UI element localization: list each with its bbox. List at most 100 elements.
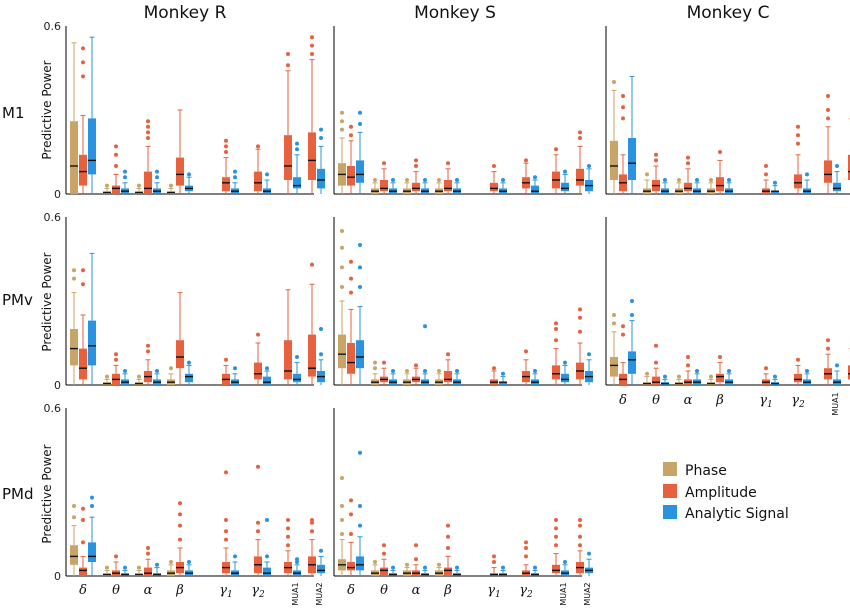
box-monkey-r-pmv-θ-amplitude bbox=[112, 352, 120, 385]
box-monkey-r-m1-α-analytic bbox=[153, 169, 161, 194]
box-monkey-c-pmv-θ-analytic-outlier-0 bbox=[663, 374, 667, 379]
box-monkey-r-m1-α-phase bbox=[135, 183, 143, 194]
box-monkey-r-pmd-mua1-analytic-outlier-0 bbox=[295, 560, 299, 564]
box-monkey-s-pmd-α-amplitude bbox=[412, 543, 420, 576]
box-monkey-s-pmd-γ2-amplitude-outlier-2 bbox=[524, 540, 528, 545]
box-monkey-r-pmd-β-amplitude-outlier-2 bbox=[178, 512, 182, 517]
box-monkey-s-m1-mua1-analytic bbox=[561, 169, 569, 194]
box-monkey-r-pmd-γ1-amplitude-outlier-0 bbox=[224, 537, 228, 542]
box-monkey-r-m1-mua1-analytic-outlier-0 bbox=[295, 147, 299, 152]
box-monkey-r-pmv-mua2-amplitude-outlier-0 bbox=[310, 262, 314, 267]
box-monkey-s-m1-δ-phase-outlier-1 bbox=[340, 119, 344, 124]
box-monkey-s-m1-mua2-amplitude-outlier-1 bbox=[578, 130, 582, 135]
box-monkey-c-pmv-α-amplitude-outlier-1 bbox=[686, 355, 690, 359]
panel-monkey-s-m1 bbox=[333, 26, 593, 195]
box-monkey-r-pmd-β-phase bbox=[167, 560, 175, 576]
box-monkey-c-pmv-β-analytic bbox=[725, 369, 733, 385]
box-monkey-r-pmd-δ-phase-outlier-1 bbox=[72, 504, 76, 508]
y-axis-label-m1: Predictive Power bbox=[40, 60, 54, 159]
box-monkey-r-pmv-γ2-analytic-outlier-0 bbox=[265, 366, 269, 371]
title-monkey-c: Monkey C bbox=[687, 3, 770, 23]
box-monkey-s-m1-δ-amplitude bbox=[347, 124, 355, 194]
box-monkey-r-pmv-β-amplitude bbox=[176, 292, 184, 385]
box-monkey-c-m1-θ-analytic bbox=[661, 178, 669, 194]
box-monkey-r-pmv-δ-analytic bbox=[88, 252, 96, 385]
box-monkey-s-m1-θ-phase bbox=[371, 178, 379, 194]
box-monkey-r-pmd-θ-analytic bbox=[121, 565, 129, 576]
box-monkey-s-pmv-α-amplitude-outlier-0 bbox=[414, 363, 418, 368]
box-monkey-r-m1-γ1-amplitude-outlier-1 bbox=[224, 144, 228, 149]
box-monkey-c-m1-δ-amplitude-outlier-2 bbox=[621, 94, 625, 98]
box-monkey-s-pmd-β-phase-outlier-0 bbox=[437, 562, 441, 567]
box-monkey-c-m1-γ1-amplitude-outlier-1 bbox=[764, 164, 768, 168]
box-monkey-s-pmd-mua1-amplitude-iqr bbox=[552, 564, 560, 574]
box-monkey-r-pmd-β-amplitude-outlier-0 bbox=[178, 537, 182, 542]
box-monkey-s-pmv-mua1-amplitude-outlier-2 bbox=[554, 321, 558, 326]
box-monkey-c-pmv-δ-phase bbox=[610, 313, 618, 385]
box-monkey-c-pmv-θ-amplitude bbox=[652, 343, 660, 385]
box-monkey-s-pmd-δ-phase-outlier-3 bbox=[340, 476, 344, 480]
band-label-monkey-r-α: α bbox=[144, 583, 153, 598]
box-monkey-r-pmd-α-analytic-outlier-0 bbox=[155, 562, 159, 567]
box-monkey-c-m1-mua1-amplitude-outlier-2 bbox=[826, 94, 830, 98]
band-label-monkey-s-mua1: MUA1 bbox=[559, 582, 568, 605]
box-monkey-r-pmd-θ-analytic-outlier-0 bbox=[123, 565, 127, 570]
box-monkey-r-pmd-γ1-amplitude bbox=[222, 470, 230, 576]
box-monkey-s-pmd-β-amplitude-iqr bbox=[444, 567, 452, 576]
box-monkey-r-pmv-α-amplitude bbox=[144, 343, 152, 385]
box-monkey-c-pmv-β-phase bbox=[707, 374, 715, 385]
box-monkey-s-pmv-δ-phase-iqr bbox=[338, 334, 346, 369]
box-monkey-c-m1-δ-phase-outlier-0 bbox=[612, 80, 616, 84]
box-monkey-r-pmv-γ2-amplitude-iqr bbox=[254, 362, 262, 380]
box-monkey-r-pmv-δ-phase bbox=[70, 268, 78, 385]
box-monkey-s-m1-γ1-analytic-outlier-0 bbox=[501, 178, 505, 182]
box-monkey-s-pmv-θ-analytic bbox=[389, 369, 397, 385]
panel-monkey-c-pmv bbox=[605, 217, 850, 386]
box-monkey-r-m1-θ-amplitude bbox=[112, 144, 120, 194]
box-monkey-r-pmd-δ-phase-outlier-0 bbox=[72, 515, 76, 520]
box-monkey-s-m1-θ-analytic-outlier-0 bbox=[391, 178, 395, 182]
box-monkey-r-m1-α-analytic-outlier-0 bbox=[155, 175, 159, 180]
box-monkey-c-pmv-β-amplitude-outlier-0 bbox=[718, 355, 722, 359]
box-monkey-s-pmv-θ-phase-outlier-1 bbox=[373, 360, 377, 365]
box-monkey-c-m1-α-amplitude-outlier-0 bbox=[686, 161, 690, 166]
box-monkey-c-m1-β-amplitude-iqr bbox=[716, 177, 724, 192]
box-monkey-r-m1-mua2-analytic-iqr bbox=[317, 168, 325, 189]
box-monkey-r-m1-α-amplitude-outlier-0 bbox=[146, 136, 150, 140]
box-monkey-c-m1-β-amplitude bbox=[716, 150, 724, 194]
box-monkey-c-pmv-δ-amplitude bbox=[619, 324, 627, 385]
box-monkey-c-m1-α-amplitude bbox=[684, 155, 692, 194]
box-monkey-s-pmv-α-analytic bbox=[421, 324, 429, 385]
box-monkey-s-pmd-mua1-analytic-outlier-0 bbox=[563, 560, 567, 564]
box-monkey-s-pmd-γ1-amplitude bbox=[490, 554, 498, 576]
box-monkey-r-pmv-θ-phase-outlier-0 bbox=[105, 374, 109, 379]
box-monkey-c-pmv-δ-phase-outlier-0 bbox=[612, 321, 616, 326]
box-monkey-c-m1-γ2-amplitude-iqr bbox=[794, 174, 802, 189]
box-monkey-c-m1-α-amplitude-iqr bbox=[684, 182, 692, 192]
box-monkey-s-pmv-α-phase-outlier-0 bbox=[405, 369, 409, 373]
box-monkey-r-pmd-mua2-amplitude-outlier-1 bbox=[310, 520, 314, 525]
box-monkey-r-pmv-β-phase-outlier-0 bbox=[169, 366, 173, 371]
box-monkey-r-pmd-mua1-amplitude bbox=[284, 518, 292, 576]
box-monkey-r-pmd-γ2-analytic bbox=[263, 518, 271, 576]
box-monkey-c-m1-mua1-amplitude bbox=[824, 94, 832, 194]
box-monkey-r-pmv-mua2-analytic bbox=[317, 327, 325, 385]
title-monkey-r: Monkey R bbox=[144, 3, 227, 23]
box-monkey-s-pmd-mua1-amplitude bbox=[552, 518, 560, 576]
box-monkey-s-pmv-δ-phase-outlier-1 bbox=[340, 265, 344, 270]
box-monkey-r-pmd-θ-phase-outlier-0 bbox=[105, 565, 109, 570]
box-monkey-c-pmv-mua1-analytic bbox=[833, 363, 841, 385]
box-monkey-s-pmd-mua1-analytic bbox=[561, 560, 569, 576]
box-monkey-s-pmv-α-amplitude bbox=[412, 363, 420, 385]
box-monkey-c-m1-θ-amplitude-outlier-1 bbox=[654, 152, 658, 157]
box-monkey-c-m1-mua1-amplitude-iqr bbox=[824, 160, 832, 183]
y-axis-label-pmd: Predictive Power bbox=[40, 444, 54, 543]
box-monkey-s-m1-γ2-amplitude bbox=[522, 158, 530, 194]
box-monkey-r-pmd-γ1-amplitude-outlier-3 bbox=[224, 470, 228, 475]
box-monkey-r-pmd-δ-analytic-outlier-0 bbox=[90, 504, 94, 508]
box-monkey-c-pmv-β-phase-outlier-0 bbox=[709, 374, 713, 379]
box-monkey-s-m1-γ1-analytic bbox=[499, 178, 507, 194]
band-label-monkey-s-γ1: γ1 bbox=[487, 583, 501, 600]
box-monkey-r-pmv-δ-phase-outlier-0 bbox=[72, 276, 76, 281]
box-monkey-s-pmv-γ1-analytic-iqr bbox=[499, 382, 507, 385]
